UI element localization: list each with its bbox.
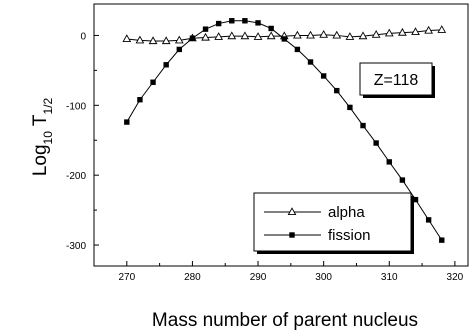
alpha-point	[201, 32, 210, 41]
alpha-point	[424, 25, 434, 34]
y-tick-label: -300	[66, 241, 86, 252]
alpha-point	[398, 27, 407, 36]
annotation-box: Z=118	[359, 62, 435, 98]
y-axis-label: Log10 T1/2	[30, 98, 55, 177]
alpha-point	[411, 27, 420, 35]
alpha-point	[227, 31, 237, 40]
y-tick-label: -100	[66, 101, 86, 112]
fission-point	[360, 122, 366, 129]
fission-point	[334, 87, 340, 94]
alpha-point	[161, 36, 171, 45]
alpha-point	[371, 30, 381, 38]
alpha-point	[148, 36, 158, 45]
fission-point	[163, 62, 169, 68]
x-tick-label: 300	[315, 272, 332, 283]
alpha-point	[319, 30, 329, 38]
fission-point	[176, 46, 182, 53]
fission-point	[137, 97, 143, 103]
legend-alpha-label: alpha	[328, 204, 365, 221]
legend-fission-label: fission	[328, 227, 371, 244]
legend-fission-marker	[289, 232, 295, 238]
alpha-point	[293, 30, 302, 39]
alpha-point	[437, 25, 447, 33]
y-tick-label: 0	[80, 31, 86, 42]
alpha-point	[240, 31, 250, 40]
fission-point	[124, 119, 130, 125]
y-tick-label: -200	[66, 171, 86, 182]
fission-point	[189, 35, 196, 41]
fission-point	[294, 46, 301, 53]
x-axis-label: Mass number of parent nucleus	[152, 310, 418, 331]
fission-point	[242, 18, 248, 24]
x-tick-label: 310	[381, 272, 398, 283]
alpha-point	[135, 35, 145, 44]
series-group	[122, 18, 447, 243]
x-tick-label: 290	[250, 272, 267, 283]
alpha-point	[306, 30, 315, 39]
plot-frame	[93, 3, 469, 267]
fission-point	[307, 59, 314, 65]
fission-point	[373, 140, 379, 146]
x-tick-label: 270	[118, 272, 135, 283]
fission-point	[425, 217, 432, 223]
alpha-point	[253, 32, 263, 40]
fission-point	[386, 159, 392, 165]
fission-point	[347, 104, 353, 111]
legend: alpha fission	[253, 192, 414, 254]
fission-point	[281, 36, 287, 42]
fission-point	[255, 20, 261, 26]
alpha-point	[266, 31, 276, 40]
annotation-label: Z=118	[374, 72, 419, 89]
fission-point	[215, 20, 222, 27]
fission-point	[150, 79, 156, 85]
fission-point	[229, 18, 235, 24]
fission-point	[412, 196, 419, 203]
alpha-point	[345, 32, 355, 40]
fission-point	[320, 73, 327, 79]
alpha-point	[384, 28, 394, 37]
legend-alpha-marker	[287, 207, 297, 216]
fission-point	[399, 177, 406, 183]
alpha-point	[122, 34, 132, 42]
alpha-point	[174, 35, 184, 44]
fission-point	[268, 25, 274, 32]
fission-point	[202, 26, 209, 32]
alpha-point	[214, 32, 224, 40]
axis-ticks: 270 280 290 300 310 320 0 -100 -200 -300	[66, 31, 464, 283]
alpha-point	[358, 31, 368, 40]
x-tick-label: 280	[184, 272, 201, 283]
alpha-point	[332, 30, 342, 39]
x-tick-label: 320	[447, 272, 464, 283]
fission-point	[439, 237, 445, 243]
